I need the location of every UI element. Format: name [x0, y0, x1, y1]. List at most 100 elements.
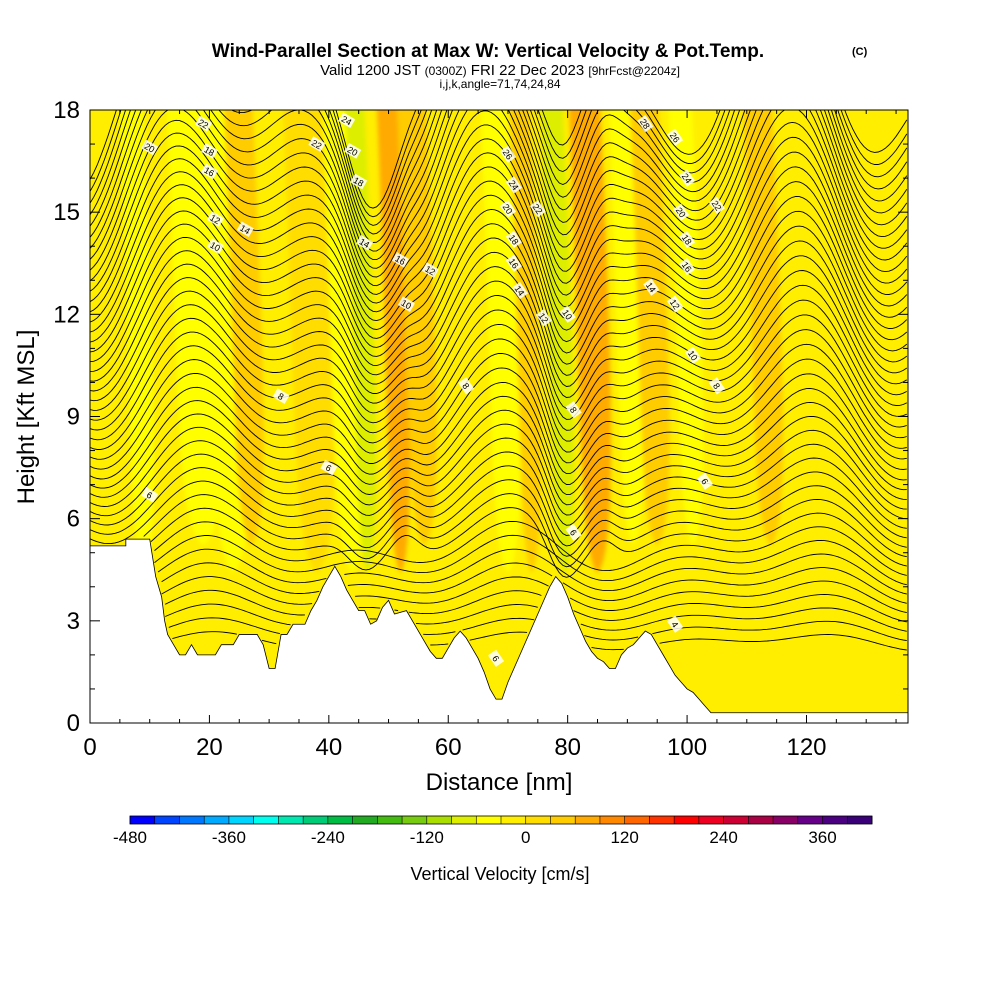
theta-label-27: 18 — [350, 173, 368, 190]
theta-contour-line-41 — [90, 110, 908, 261]
svg-text:24: 24 — [680, 171, 694, 185]
svg-text:14: 14 — [238, 223, 252, 237]
theta-label-38: 24 — [338, 112, 356, 129]
theta-label-34: 22 — [194, 115, 213, 132]
velocity-column-7-band-3 — [376, 110, 410, 573]
theta-contour-line-24 — [90, 295, 907, 421]
theta-contour-line-16 — [90, 409, 907, 506]
theta-contour-line-14 — [90, 437, 907, 526]
svg-text:16: 16 — [507, 257, 521, 271]
colorbar-tick-label: -480 — [113, 828, 147, 847]
colorbar-swatch — [599, 816, 625, 824]
svg-text:12: 12 — [423, 264, 437, 278]
valid-prefix: Valid 1200 JST — [320, 62, 420, 79]
svg-text:24: 24 — [507, 178, 521, 192]
svg-text:6: 6 — [490, 654, 501, 664]
colorbar-swatch — [377, 816, 403, 824]
svg-text:20: 20 — [674, 205, 688, 219]
svg-text:26: 26 — [501, 148, 515, 162]
colorbar-ticks: -480 -360 -240 -120 0 120 240 360 — [113, 828, 837, 847]
x-tick-label: 100 — [667, 734, 707, 761]
theta-contour-line-19 — [90, 367, 907, 475]
contour-labels: 4 6 6 6 6 6 8 8 8 8 10 10 10 10 12 12 12 12 14 14 14 14 16 16 16… — [141, 112, 726, 667]
colorbar-swatch — [154, 816, 180, 824]
theta-label-5: 6 — [696, 472, 714, 490]
theta-label-18: 14 — [236, 221, 254, 238]
svg-text:12: 12 — [536, 311, 550, 325]
theta-label-14: 12 — [206, 211, 224, 227]
theta-label-37: 22 — [708, 196, 726, 214]
svg-text:18: 18 — [202, 144, 216, 158]
svg-text:12: 12 — [668, 297, 682, 311]
theta-contour-line-38 — [90, 110, 908, 287]
theta-contour-line-21 — [90, 338, 907, 453]
theta-label-15: 12 — [421, 262, 439, 278]
utc-time: (0300Z) — [425, 64, 467, 78]
colorbar-swatch — [550, 816, 576, 824]
theta-contour-line-2 — [165, 603, 907, 632]
theta-label-6: 8 — [272, 388, 290, 404]
svg-text:22: 22 — [530, 202, 544, 216]
svg-text:26: 26 — [668, 131, 682, 145]
theta-label-25: 16 — [678, 258, 696, 276]
svg-text:10: 10 — [399, 298, 413, 312]
colorbar-swatch — [204, 816, 230, 824]
potential-temperature-contours — [90, 110, 908, 651]
theta-label-16: 12 — [535, 309, 552, 327]
svg-text:22: 22 — [710, 199, 724, 213]
title-block: Wind-Parallel Section at Max W: Vertical… — [212, 41, 868, 91]
colorbar-swatch — [130, 816, 156, 824]
colorbar-swatch — [723, 816, 749, 824]
colorbar-tick-label: 360 — [808, 828, 836, 847]
theta-label-39: 24 — [505, 176, 523, 194]
x-axis-label: Distance [nm] — [426, 769, 573, 796]
colorbar-swatch — [228, 816, 254, 824]
chart-title: Wind-Parallel Section at Max W: Vertical… — [212, 41, 764, 62]
colorbar-swatch — [352, 816, 378, 824]
theta-contour-line-15 — [90, 423, 907, 516]
svg-text:18: 18 — [352, 175, 366, 189]
theta-label-36: 22 — [529, 200, 546, 218]
theta-label-30: 20 — [141, 139, 159, 156]
svg-text:8: 8 — [276, 391, 285, 402]
colorbar-swatch — [822, 816, 848, 824]
colorbar-swatch — [327, 816, 353, 824]
theta-contour-line-5 — [161, 562, 907, 604]
colorbar-swatch — [797, 816, 823, 824]
colorbar-swatch — [649, 816, 675, 824]
colorbar-swatch — [847, 816, 873, 824]
y-tick-label: 0 — [67, 710, 80, 737]
theta-contour-line-13 — [90, 451, 907, 536]
colorbar-swatch — [525, 816, 551, 824]
colorbar-swatch — [674, 816, 700, 824]
colorbar-tick-label: -120 — [410, 828, 444, 847]
theta-contour-line-36 — [90, 121, 908, 304]
theta-contour-line-23 — [90, 309, 907, 431]
theta-contour-line-43 — [90, 110, 908, 243]
velocity-column-11-band-3 — [541, 110, 575, 573]
theta-label-7: 8 — [458, 377, 475, 395]
theta-contour-line-3 — [164, 589, 907, 623]
velocity-column-15-band-2 — [668, 110, 704, 546]
theta-label-43: 28 — [637, 115, 654, 133]
colorbar-swatch — [402, 816, 428, 824]
valid-date: FRI 22 Dec 2023 — [471, 62, 584, 79]
theta-label-31: 20 — [344, 143, 362, 159]
theta-contour-line-18 — [90, 381, 907, 485]
terrain-mask — [89, 538, 909, 724]
svg-text:6: 6 — [324, 462, 333, 473]
theta-label-19: 14 — [356, 234, 374, 251]
theta-label-17: 12 — [667, 295, 684, 313]
theta-contour-line-9 — [150, 507, 907, 578]
y-tick-label: 12 — [53, 301, 80, 328]
colorbar-tick-label: 240 — [709, 828, 737, 847]
theta-contour-line-32 — [90, 180, 908, 343]
colorbar-swatch — [179, 816, 205, 824]
colorbar-swatch — [253, 816, 279, 824]
velocity-column-6-band-3 — [345, 110, 377, 573]
theta-label-21: 14 — [643, 278, 660, 296]
theta-contour-line-8 — [154, 520, 907, 576]
theta-label-11: 10 — [397, 296, 416, 312]
theta-label-22: 16 — [200, 163, 218, 180]
